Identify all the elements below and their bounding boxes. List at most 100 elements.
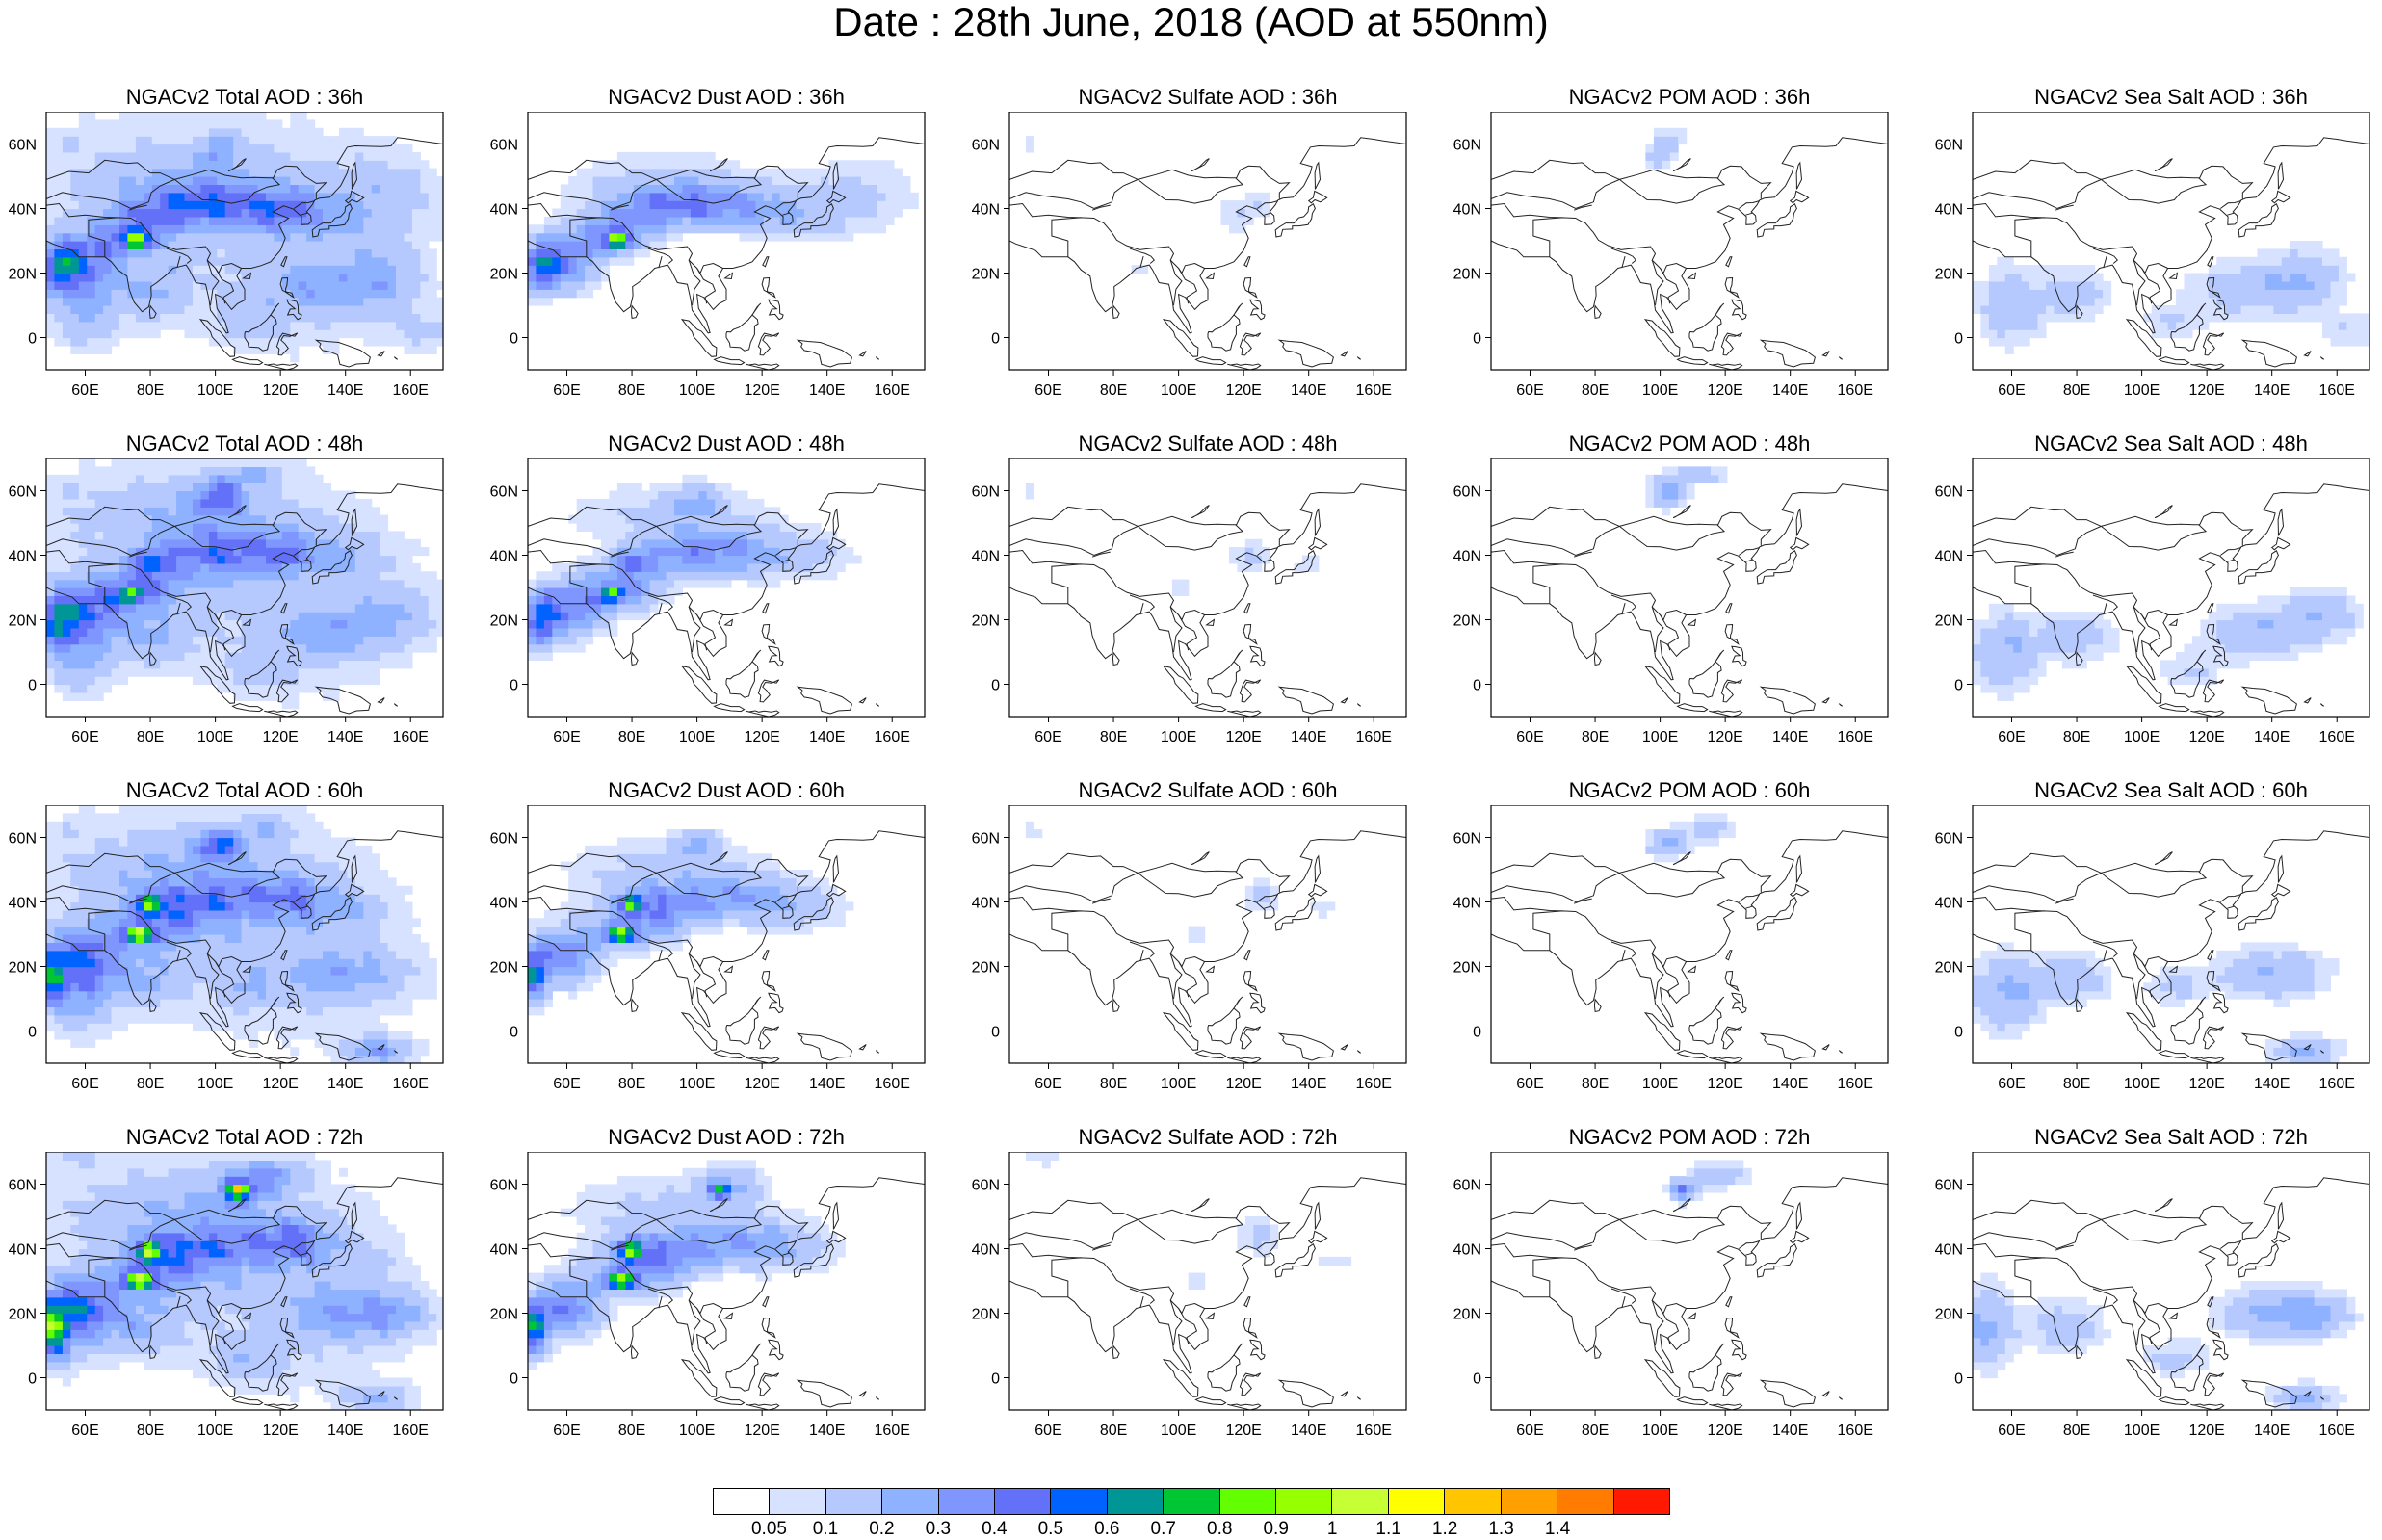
lat-tick-label: 40N (972, 1242, 1000, 1259)
lon-tick-label: 120E (744, 1423, 779, 1439)
lat-tick-label: 60N (972, 1178, 1000, 1194)
colorbar-swatch (1557, 1489, 1613, 1514)
lon-tick-label: 160E (1838, 729, 1873, 745)
lon-tick-label: 100E (1161, 1076, 1196, 1092)
lon-tick-label: 60E (1516, 1076, 1543, 1092)
lat-tick-label: 20N (972, 1307, 1000, 1323)
lon-tick-label: 80E (2063, 1423, 2090, 1439)
lon-tick-label: 120E (744, 729, 779, 745)
coastlines (1491, 1178, 1888, 1410)
aod-field (1026, 136, 1270, 274)
lat-tick-label: 0 (28, 331, 37, 348)
lat-tick-label: 40N (1935, 549, 1963, 565)
lon-tick-label: 80E (1100, 1423, 1127, 1439)
lat-tick-label: 20N (972, 960, 1000, 977)
panel-title: NGACv2 Sulfate AOD : 60h (1009, 778, 1406, 803)
lon-tick-label: 120E (1225, 1076, 1261, 1092)
aod-field (1645, 128, 1687, 170)
lon-tick-label: 80E (137, 1076, 164, 1092)
panel-title: NGACv2 Total AOD : 36h (46, 85, 443, 110)
lon-tick-label: 160E (2319, 1076, 2355, 1092)
lon-tick-label: 160E (1838, 382, 1873, 399)
aod-field (528, 152, 919, 306)
lon-tick-label: 100E (679, 1423, 715, 1439)
lat-tick-label: 0 (510, 678, 518, 694)
lon-tick-label: 140E (1291, 729, 1326, 745)
lon-tick-label: 100E (197, 1423, 233, 1439)
lon-tick-label: 80E (618, 1423, 645, 1439)
lon-tick-label: 80E (618, 382, 645, 399)
lon-tick-label: 60E (71, 1423, 98, 1439)
lon-tick-label: 60E (1998, 1076, 2025, 1092)
colorbar-swatch (1502, 1489, 1557, 1514)
lon-tick-label: 80E (1582, 1423, 1609, 1439)
colorbar-swatch (714, 1489, 770, 1514)
lon-tick-label: 160E (393, 382, 429, 399)
lat-tick-label: 0 (1473, 1371, 1481, 1388)
lon-tick-label: 120E (2188, 1423, 2224, 1439)
lon-tick-label: 120E (262, 382, 298, 399)
lat-tick-label: 20N (490, 267, 518, 283)
lon-tick-label: 100E (679, 1076, 715, 1092)
lon-tick-label: 120E (2188, 382, 2224, 399)
panel-title: NGACv2 Total AOD : 60h (46, 778, 443, 803)
lon-tick-label: 100E (1161, 382, 1196, 399)
aod-field (1026, 1152, 1351, 1290)
lat-tick-label: 60N (972, 831, 1000, 848)
lat-tick-label: 40N (1453, 896, 1481, 912)
colorbar-swatch (1164, 1489, 1219, 1514)
panel-title: NGACv2 Sea Salt AOD : 60h (1973, 778, 2369, 803)
colorbar-swatch (1108, 1489, 1164, 1514)
lon-tick-label: 140E (2254, 382, 2290, 399)
panel-title: NGACv2 Dust AOD : 48h (528, 431, 925, 457)
plot-frame (1009, 458, 1406, 717)
lat-tick-label: 40N (9, 202, 37, 219)
lon-tick-label: 100E (1161, 729, 1196, 745)
lon-tick-label: 80E (2063, 382, 2090, 399)
lon-tick-label: 120E (1707, 382, 1742, 399)
aod-field (46, 112, 445, 362)
lon-tick-label: 80E (1582, 729, 1609, 745)
lat-tick-label: 0 (510, 1025, 518, 1041)
lon-tick-label: 60E (71, 729, 98, 745)
lat-tick-label: 0 (1473, 331, 1481, 348)
lon-tick-label: 160E (1838, 1076, 1873, 1092)
lon-tick-label: 80E (1582, 1076, 1609, 1092)
lat-tick-label: 20N (1935, 960, 1963, 977)
lon-tick-label: 120E (744, 1076, 779, 1092)
lon-tick-label: 140E (1291, 382, 1326, 399)
lon-tick-label: 140E (1772, 382, 1808, 399)
coastlines (1491, 138, 1888, 370)
lat-tick-label: 20N (490, 1307, 518, 1323)
lon-tick-label: 160E (1356, 729, 1392, 745)
lat-tick-label: 60N (1935, 138, 1963, 154)
lon-tick-label: 100E (197, 382, 233, 399)
aod-field (1645, 813, 1735, 862)
lon-tick-label: 60E (1998, 382, 2025, 399)
lon-tick-label: 160E (875, 1076, 910, 1092)
lon-tick-label: 140E (1772, 1423, 1808, 1439)
lon-tick-label: 60E (1034, 382, 1061, 399)
lon-tick-label: 100E (1161, 1423, 1196, 1439)
lat-tick-label: 60N (9, 138, 37, 154)
coastlines (1009, 1178, 1406, 1410)
lat-tick-label: 60N (1453, 831, 1481, 848)
panel-title: NGACv2 POM AOD : 48h (1491, 431, 1888, 457)
lon-tick-label: 60E (1998, 1423, 2025, 1439)
